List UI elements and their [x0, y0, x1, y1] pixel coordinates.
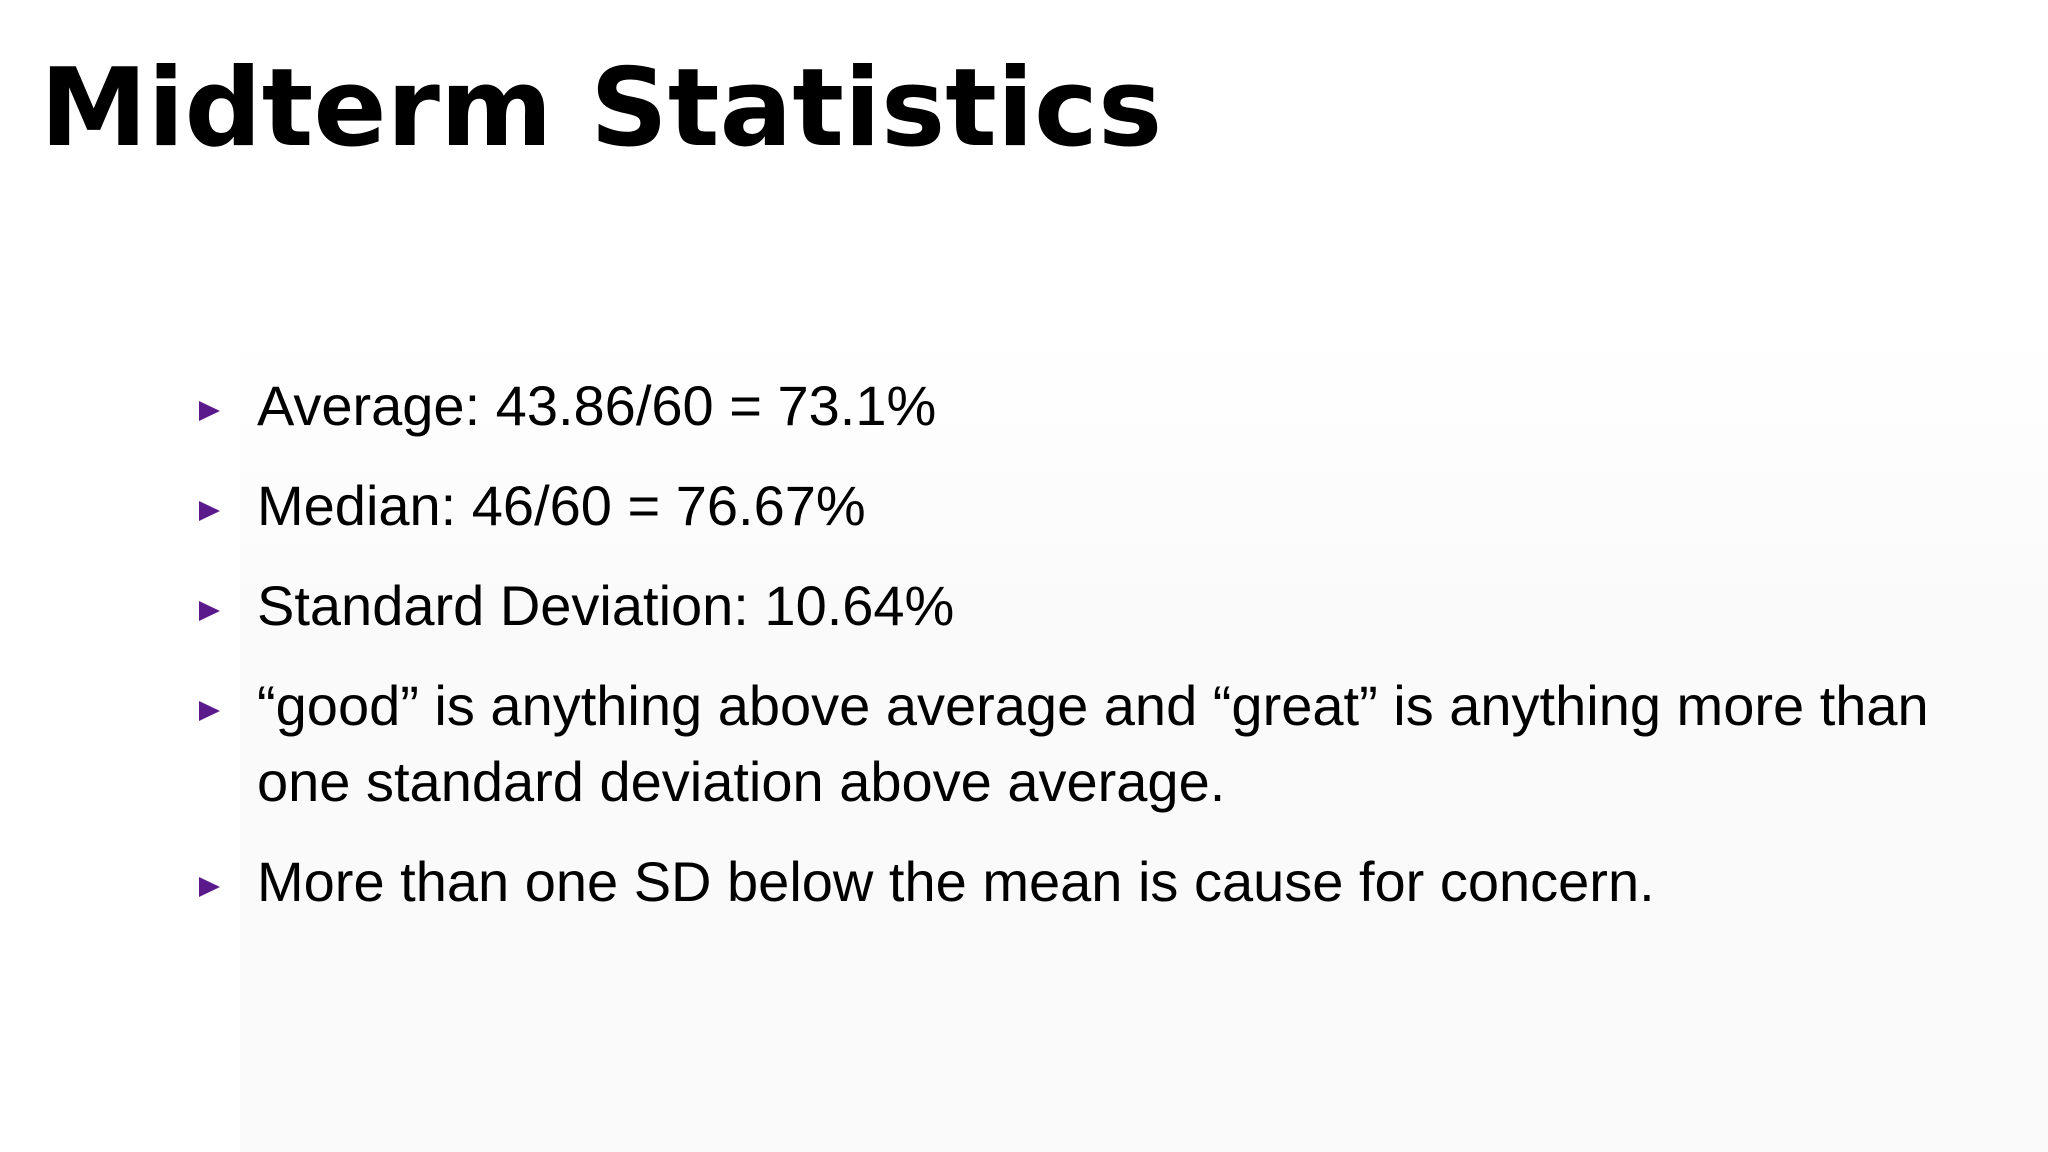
bullet-item-concern: More than one SD below the mean is cause…: [195, 844, 1955, 920]
bullet-item-median: Median: 46/60 = 76.67%: [195, 468, 1955, 544]
bullet-text: Median: 46/60 = 76.67%: [257, 474, 866, 537]
bullet-text: “good” is anything above average and “gr…: [257, 674, 1929, 813]
bullet-text: Standard Deviation: 10.64%: [257, 574, 955, 637]
triangle-right-icon: [195, 568, 257, 644]
triangle-right-icon: [195, 368, 257, 444]
bullet-text: Average: 43.86/60 = 73.1%: [257, 374, 937, 437]
bullet-list: Average: 43.86/60 = 73.1% Median: 46/60 …: [195, 368, 1955, 944]
bullet-item-average: Average: 43.86/60 = 73.1%: [195, 368, 1955, 444]
triangle-right-icon: [195, 468, 257, 544]
bullet-text: More than one SD below the mean is cause…: [257, 850, 1655, 913]
slide-title: Midterm Statistics: [40, 46, 1163, 171]
triangle-right-icon: [195, 844, 257, 920]
background-shade: [240, 330, 2048, 1152]
bullet-item-standard-deviation: Standard Deviation: 10.64%: [195, 568, 1955, 644]
bullet-item-good-great: “good” is anything above average and “gr…: [195, 668, 1955, 820]
triangle-right-icon: [195, 668, 257, 744]
